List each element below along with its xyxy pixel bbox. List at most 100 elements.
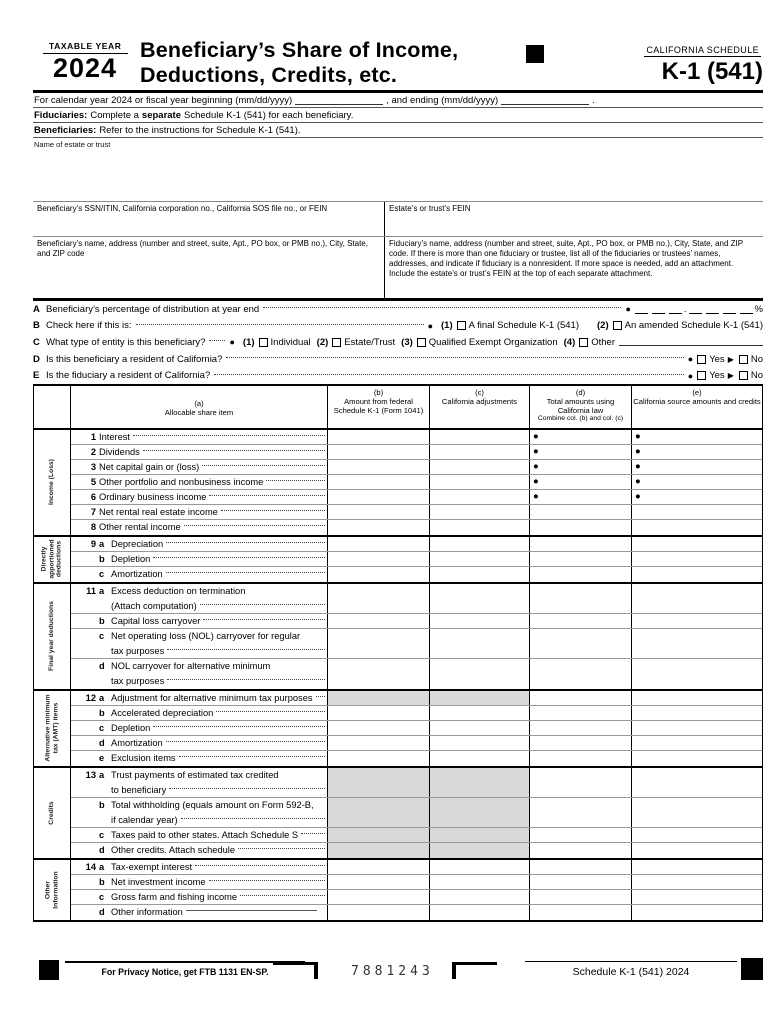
amount-cell[interactable]: ●	[530, 429, 632, 444]
amount-cell[interactable]	[328, 628, 430, 658]
fiscal-year-begin-field[interactable]	[295, 95, 384, 105]
amount-cell[interactable]	[328, 889, 430, 904]
amount-cell[interactable]	[430, 459, 530, 474]
amount-cell[interactable]	[430, 566, 530, 582]
amount-cell[interactable]	[632, 905, 762, 920]
amount-cell[interactable]	[632, 798, 762, 827]
amount-cell[interactable]	[530, 504, 632, 519]
amount-cell[interactable]	[328, 504, 430, 519]
amount-cell[interactable]	[530, 859, 632, 874]
amount-cell[interactable]	[530, 613, 632, 628]
amount-cell[interactable]	[328, 583, 430, 613]
fiduciary-resident-yes-checkbox[interactable]	[697, 371, 707, 381]
beneficiary-id-field[interactable]: Beneficiary’s SSN/ITIN, California corpo…	[33, 202, 385, 236]
amount-cell[interactable]	[430, 489, 530, 504]
amount-cell[interactable]	[328, 735, 430, 750]
amount-cell[interactable]: ●	[530, 459, 632, 474]
beneficiary-resident-yes-checkbox[interactable]	[697, 354, 707, 364]
percent-digit-field[interactable]	[739, 305, 753, 314]
amount-cell[interactable]	[328, 613, 430, 628]
amount-cell[interactable]	[632, 629, 762, 658]
amount-cell[interactable]	[430, 613, 530, 628]
percent-digit-field[interactable]	[688, 305, 702, 314]
amount-cell[interactable]: ●	[530, 444, 632, 459]
other-entity-checkbox[interactable]	[579, 337, 589, 347]
amount-cell[interactable]	[632, 614, 762, 628]
amount-cell[interactable]	[632, 828, 762, 842]
amount-cell[interactable]	[328, 444, 430, 459]
amount-cell[interactable]	[530, 705, 632, 720]
amount-cell[interactable]	[530, 551, 632, 566]
percent-digit-field[interactable]	[705, 305, 719, 314]
estate-trust-checkbox[interactable]	[332, 337, 342, 347]
amount-cell[interactable]	[530, 628, 632, 658]
fiscal-year-end-field[interactable]	[501, 95, 590, 105]
amount-cell[interactable]	[328, 459, 430, 474]
percent-digit-field[interactable]	[722, 305, 736, 314]
amount-cell[interactable]	[530, 519, 632, 535]
amount-cell[interactable]	[430, 536, 530, 551]
amount-cell[interactable]	[632, 768, 762, 797]
amount-cell[interactable]	[328, 904, 430, 920]
amount-cell[interactable]	[430, 551, 530, 566]
amount-cell[interactable]	[632, 520, 762, 535]
amount-cell[interactable]	[430, 658, 530, 689]
amount-cell[interactable]	[632, 875, 762, 889]
amount-cell[interactable]	[530, 842, 632, 858]
amount-cell[interactable]	[430, 859, 530, 874]
amount-cell[interactable]	[430, 444, 530, 459]
amount-cell[interactable]	[632, 736, 762, 750]
amount-cell[interactable]	[430, 874, 530, 889]
individual-checkbox[interactable]	[258, 337, 268, 347]
amount-cell[interactable]	[328, 519, 430, 535]
amount-cell[interactable]	[430, 750, 530, 766]
amount-cell[interactable]	[530, 658, 632, 689]
amount-cell[interactable]	[530, 889, 632, 904]
amount-cell[interactable]	[632, 659, 762, 689]
amount-cell[interactable]	[530, 904, 632, 920]
amount-cell[interactable]	[328, 720, 430, 735]
amount-cell[interactable]: ●	[632, 475, 762, 489]
amount-cell[interactable]	[632, 706, 762, 720]
amount-cell[interactable]	[430, 519, 530, 535]
percent-digit-field[interactable]	[651, 305, 665, 314]
amount-cell[interactable]	[530, 566, 632, 582]
amount-cell[interactable]	[530, 735, 632, 750]
amount-cell[interactable]	[632, 505, 762, 519]
amount-cell[interactable]	[530, 583, 632, 613]
amount-cell[interactable]	[328, 874, 430, 889]
amount-cell[interactable]	[430, 474, 530, 489]
amount-cell[interactable]	[632, 751, 762, 766]
amount-cell[interactable]	[530, 750, 632, 766]
final-k1-checkbox[interactable]	[456, 321, 466, 331]
amount-cell[interactable]	[632, 890, 762, 904]
amount-cell[interactable]	[530, 536, 632, 551]
amount-cell[interactable]	[328, 489, 430, 504]
other-information-field[interactable]	[185, 910, 317, 912]
amount-cell[interactable]	[632, 584, 762, 613]
amount-cell[interactable]	[632, 843, 762, 858]
amount-cell[interactable]	[530, 767, 632, 797]
amount-cell[interactable]	[430, 720, 530, 735]
amount-cell[interactable]: ●	[632, 460, 762, 474]
amount-cell[interactable]	[632, 552, 762, 566]
amount-cell[interactable]	[632, 721, 762, 735]
fiduciary-address-field[interactable]: Fiduciary’s name, address (number and st…	[385, 237, 763, 298]
beneficiary-address-field[interactable]: Beneficiary’s name, address (number and …	[33, 237, 385, 298]
amount-cell[interactable]	[328, 429, 430, 444]
amount-cell[interactable]	[530, 827, 632, 842]
amount-cell[interactable]: ●	[632, 430, 762, 444]
amount-cell[interactable]	[530, 874, 632, 889]
amount-cell[interactable]	[328, 658, 430, 689]
amount-cell[interactable]: ●	[632, 445, 762, 459]
amount-cell[interactable]	[328, 551, 430, 566]
amount-cell[interactable]	[530, 720, 632, 735]
beneficiary-resident-no-checkbox[interactable]	[738, 354, 748, 364]
amount-cell[interactable]	[430, 705, 530, 720]
amount-cell[interactable]	[632, 860, 762, 874]
amount-cell[interactable]	[530, 797, 632, 827]
amount-cell[interactable]	[430, 735, 530, 750]
estate-name-field[interactable]: Name of estate or trust	[33, 138, 763, 202]
fiduciary-resident-no-checkbox[interactable]	[738, 371, 748, 381]
amount-cell[interactable]	[430, 504, 530, 519]
